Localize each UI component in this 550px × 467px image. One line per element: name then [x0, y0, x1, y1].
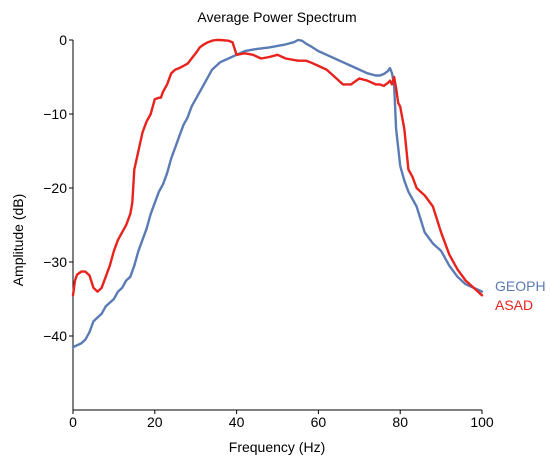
- y-tick-label: −30: [43, 254, 67, 270]
- y-tick-label: −40: [43, 328, 67, 344]
- y-tick-label: 0: [59, 32, 67, 48]
- series-line-asad: [71, 38, 484, 297]
- y-axis-title: Amplitude (dB): [10, 194, 26, 287]
- legend: GEOPH ASAD: [495, 278, 546, 313]
- plot-area: [72, 40, 482, 411]
- y-tick-label: −10: [43, 106, 67, 122]
- x-tick-label: 0: [69, 414, 77, 430]
- x-ticks: 0 20 40 60 80 100: [69, 410, 494, 430]
- x-tick-label: 100: [470, 414, 494, 430]
- legend-label-asad: ASAD: [495, 297, 533, 313]
- x-tick-label: 40: [229, 414, 245, 430]
- x-axis-title: Frequency (Hz): [229, 439, 325, 455]
- y-tick-label: −20: [43, 180, 67, 196]
- x-tick-label: 80: [392, 414, 408, 430]
- y-ticks: 0 −10 −20 −30 −40: [43, 32, 73, 344]
- series-line-geoph: [71, 38, 484, 349]
- legend-label-geoph: GEOPH: [495, 278, 546, 294]
- chart-title: Average Power Spectrum: [197, 9, 356, 25]
- x-tick-label: 20: [147, 414, 163, 430]
- series-lines: [71, 38, 484, 349]
- x-tick-label: 60: [311, 414, 327, 430]
